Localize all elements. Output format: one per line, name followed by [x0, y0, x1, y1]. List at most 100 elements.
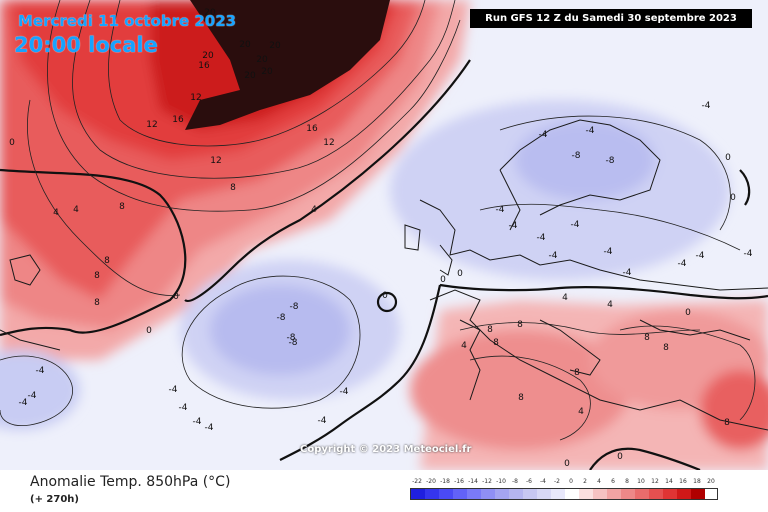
- contour-label: 8: [230, 183, 236, 193]
- contour-label: -4: [586, 126, 595, 136]
- contour-label: 0: [173, 292, 179, 302]
- scale-tick-label: 4: [597, 478, 601, 485]
- contour-label: -4: [604, 247, 613, 257]
- scale-swatch: [523, 489, 537, 499]
- scale-tick-label: -8: [512, 478, 518, 485]
- contour-label: -8: [289, 338, 298, 348]
- legend-footer: Anomalie Temp. 850hPa (°C) (+ 270h) -22-…: [0, 470, 768, 512]
- scale-swatch: [481, 489, 495, 499]
- anomaly-contours: [0, 0, 756, 441]
- contour-label: 0: [730, 193, 736, 203]
- scale-tick-label: 0: [569, 478, 573, 485]
- scale-tick-label: -16: [454, 478, 464, 485]
- scale-swatch: [579, 489, 593, 499]
- temperature-anomaly-map: 20 20 20 20 20 16 20 20 12 12 16 16 12 12 8 4 8 8 8 8 4 4 0 0 0 0…: [0, 0, 768, 470]
- scale-tick-label: 16: [679, 478, 687, 485]
- contour-label: 8: [518, 393, 524, 403]
- contour-label: 20: [202, 51, 214, 61]
- scale-tick-label: 20: [707, 478, 715, 485]
- scale-tick-label: -4: [540, 478, 546, 485]
- scale-tick-label: 14: [665, 478, 673, 485]
- contour-label: 0: [617, 452, 623, 462]
- scale-swatch: [565, 489, 579, 499]
- contour-label: 8: [517, 320, 523, 330]
- contour-label: -4: [678, 259, 687, 269]
- contour-label: -4: [205, 423, 214, 433]
- contour-label: 20: [204, 8, 216, 18]
- contour-label: -4: [36, 366, 45, 376]
- legend-title: Anomalie Temp. 850hPa (°C): [30, 474, 231, 490]
- scale-swatch: [495, 489, 509, 499]
- scale-swatch: [411, 489, 425, 499]
- contour-label: 4: [311, 205, 317, 215]
- contour-label: -4: [702, 101, 711, 111]
- contour-label: -4: [19, 398, 28, 408]
- contour-label: 0: [725, 153, 731, 163]
- contour-label: 16: [172, 115, 184, 125]
- scale-tick-label: -14: [468, 478, 478, 485]
- scale-swatch: [649, 489, 663, 499]
- contour-label: 4: [578, 407, 584, 417]
- scale-tick-label: -18: [440, 478, 450, 485]
- scale-swatch: [635, 489, 649, 499]
- scale-swatch: [537, 489, 551, 499]
- contour-label: 12: [210, 156, 221, 166]
- contour-label: 8: [104, 256, 110, 266]
- scale-swatch: [439, 489, 453, 499]
- contour-label: -8: [290, 302, 299, 312]
- contour-label: 0: [564, 459, 570, 469]
- contour-label: -4: [169, 385, 178, 395]
- scale-swatch: [453, 489, 467, 499]
- contour-label: 20: [244, 71, 256, 81]
- forecast-offset: (+ 270h): [30, 494, 79, 505]
- contour-label: -4: [539, 130, 548, 140]
- scale-swatch: [593, 489, 607, 499]
- contour-label: 12: [146, 120, 157, 130]
- contour-label: -4: [193, 417, 202, 427]
- scale-swatch: [621, 489, 635, 499]
- contour-label: 8: [119, 202, 125, 212]
- scale-tick-label: -12: [482, 478, 492, 485]
- contour-label: -4: [28, 391, 37, 401]
- contour-label: 0: [457, 269, 463, 279]
- scale-tick-label: -6: [526, 478, 532, 485]
- contour-label: 8: [663, 343, 669, 353]
- run-info-banner: Run GFS 12 Z du Samedi 30 septembre 2023: [470, 9, 752, 28]
- scale-swatch: [677, 489, 691, 499]
- contour-label: 4: [607, 300, 613, 310]
- contour-label: 20: [256, 55, 268, 65]
- scale-tick-label: 8: [625, 478, 629, 485]
- scale-swatch: [467, 489, 481, 499]
- scale-tick-label: 2: [583, 478, 587, 485]
- scale-tick-label: -10: [496, 478, 506, 485]
- scale-tick-label: 18: [693, 478, 701, 485]
- contour-label: 4: [562, 293, 568, 303]
- contour-label: -8: [287, 333, 296, 343]
- contour-label: 8: [574, 368, 580, 378]
- contour-label: -4: [318, 416, 327, 426]
- scale-swatch: [663, 489, 677, 499]
- contour-label: -8: [277, 313, 286, 323]
- color-scale-ticks: -22 -20 -18 -16 -14 -12 -10 -8 -6 -4 -2 0 2 4 6 8 10 12 14…: [410, 478, 718, 488]
- contour-label: 4: [53, 208, 59, 218]
- zero-contours: [0, 59, 768, 470]
- forecast-date: Mercredi 11 octobre 2023: [18, 12, 237, 30]
- contour-label: 20: [269, 41, 281, 51]
- contour-label: -4: [549, 251, 558, 261]
- contour-label: 0: [382, 291, 388, 301]
- contour-label: -4: [496, 205, 505, 215]
- contour-label: 0: [9, 138, 15, 148]
- contour-label: 16: [306, 124, 318, 134]
- contour-label: -4: [537, 233, 546, 243]
- contour-label: -4: [340, 387, 349, 397]
- contour-label: 4: [73, 205, 79, 215]
- forecast-time: 20:00 locale: [14, 33, 158, 57]
- contour-label: 0: [440, 275, 446, 285]
- contour-label: -4: [179, 403, 188, 413]
- scale-swatch: [607, 489, 621, 499]
- scale-tick-label: 6: [611, 478, 615, 485]
- contour-label: 12: [323, 138, 334, 148]
- contour-label: 8: [724, 418, 730, 428]
- contour-label: -4: [623, 268, 632, 278]
